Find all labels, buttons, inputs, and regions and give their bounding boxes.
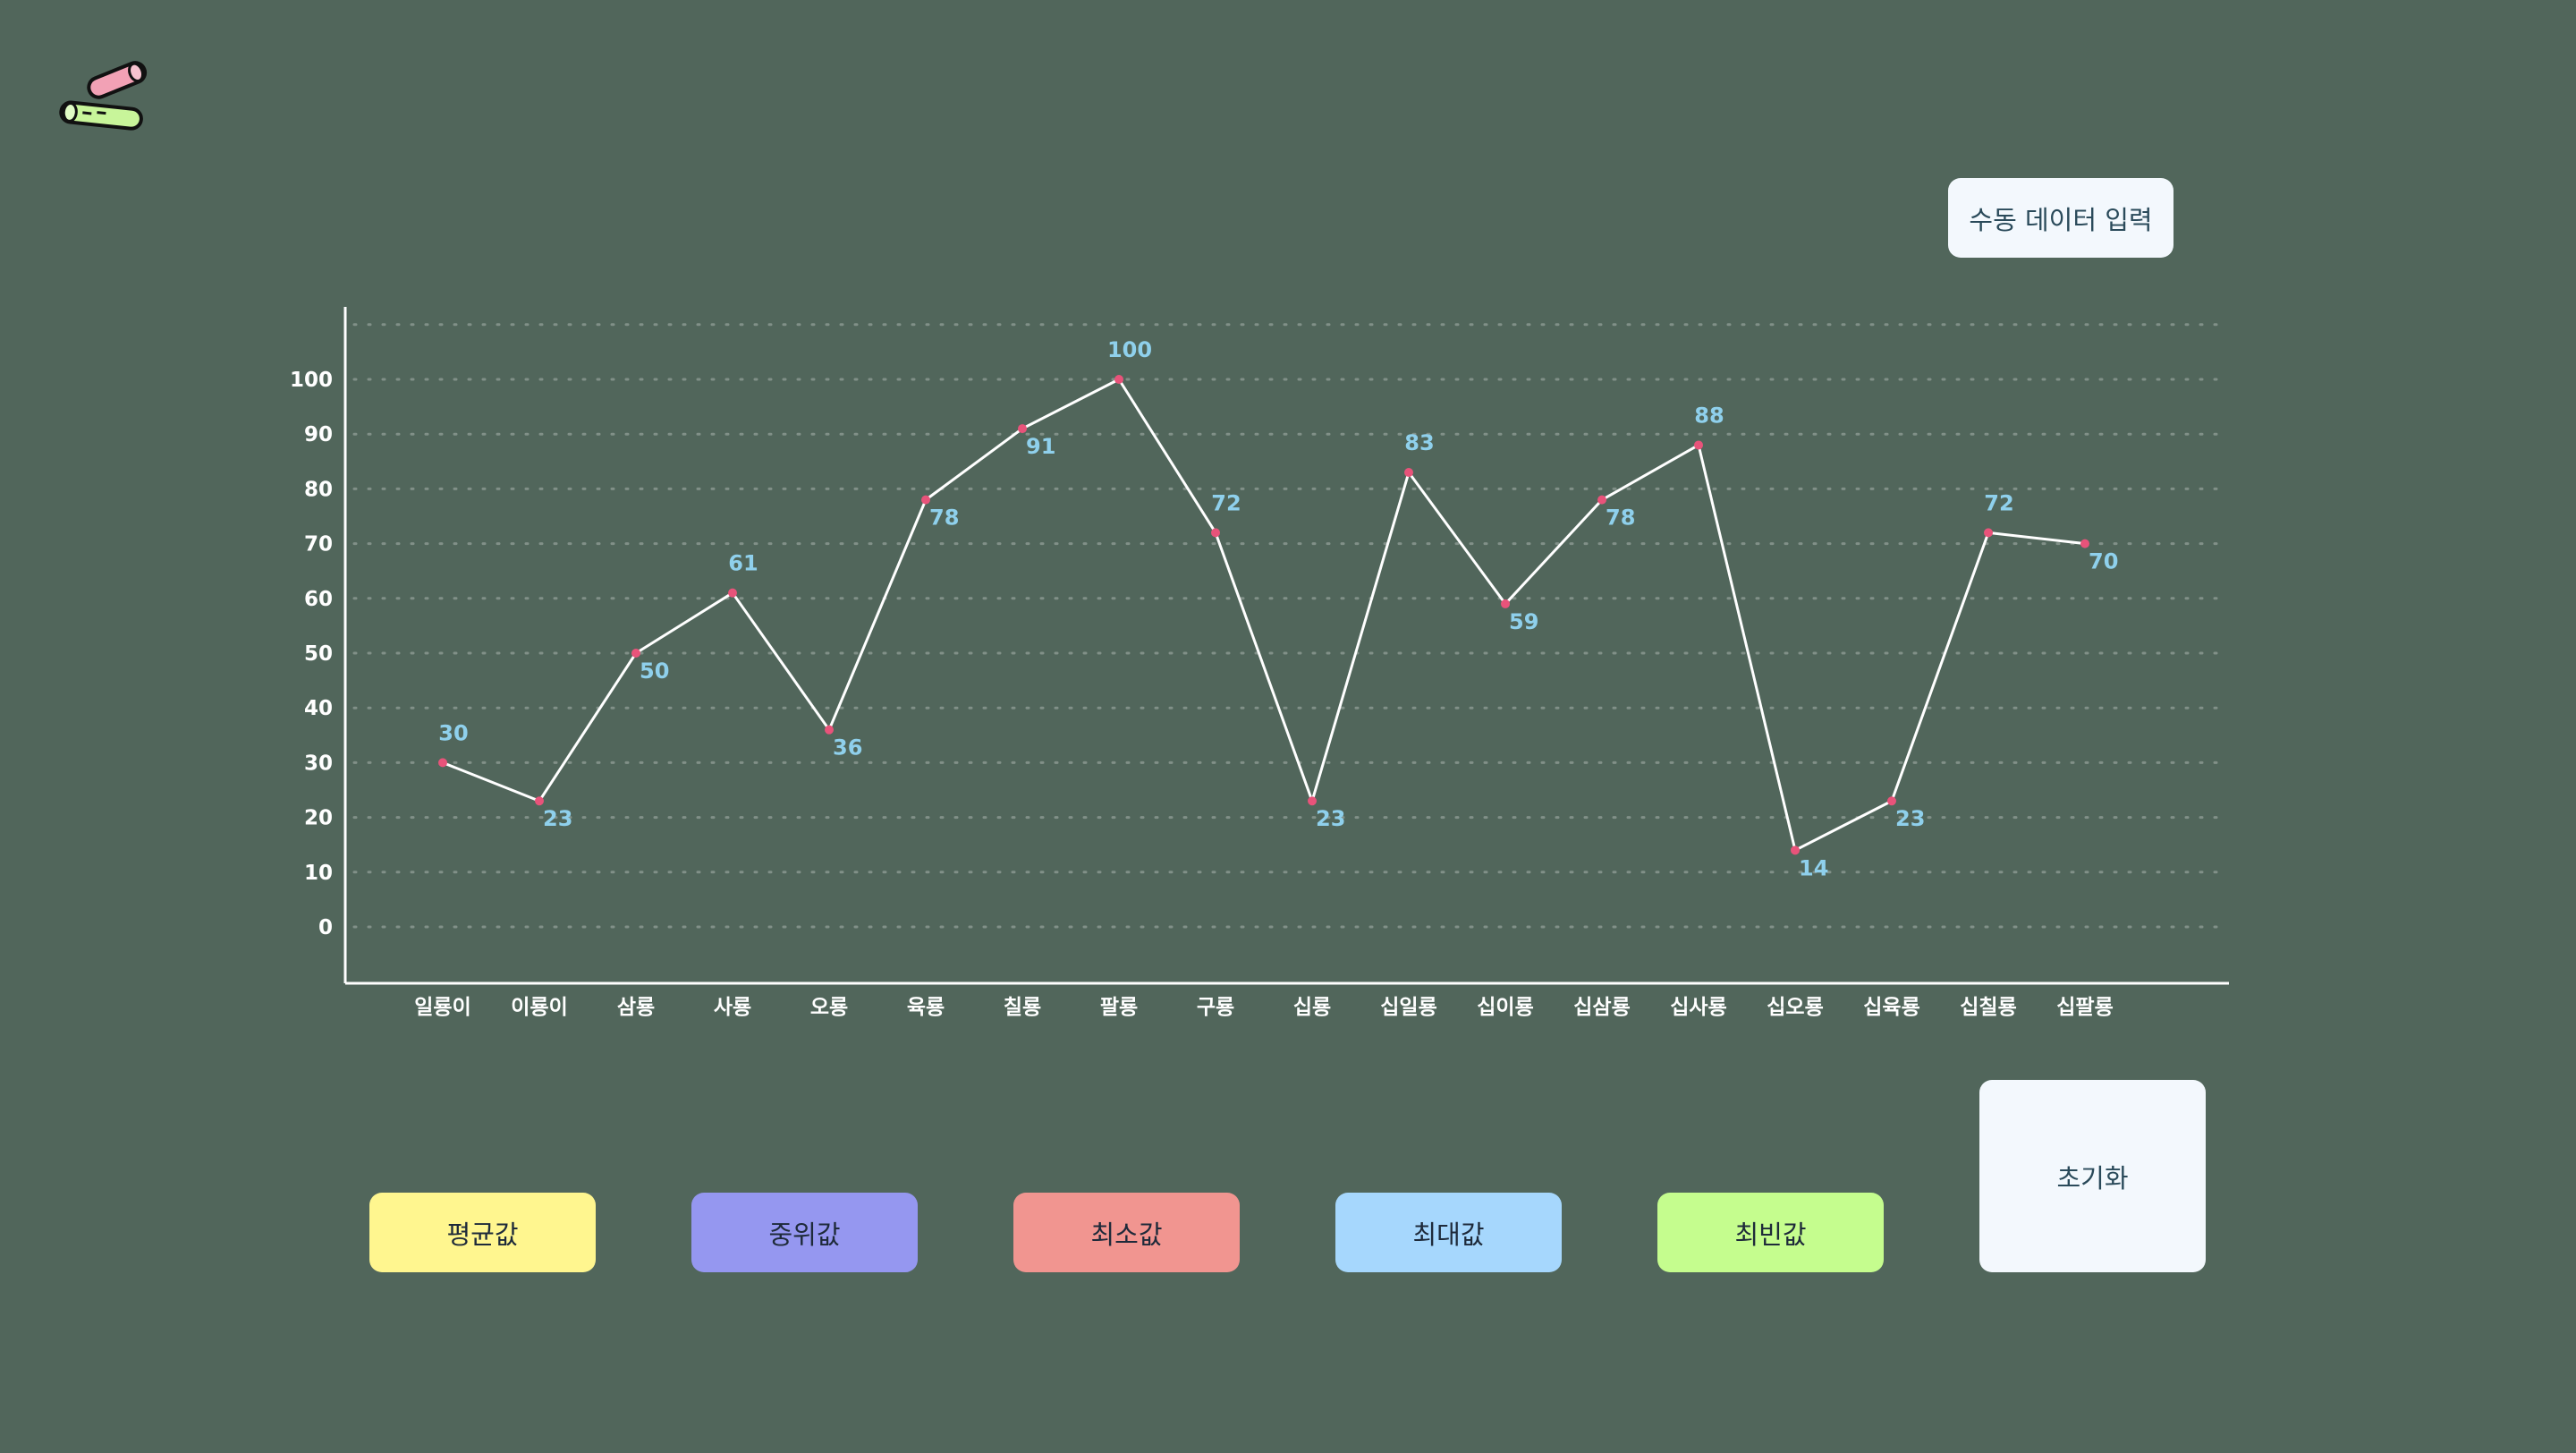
min-button[interactable]: 최소값 (1013, 1193, 1240, 1272)
data-label: 83 (1404, 430, 1434, 455)
data-point[interactable] (825, 725, 834, 735)
mean-button[interactable]: 평균값 (369, 1193, 596, 1272)
y-tick-label: 100 (290, 369, 333, 392)
x-tick-label: 육룡 (907, 996, 945, 1019)
data-point[interactable] (1887, 796, 1896, 806)
data-label: 100 (1107, 337, 1152, 362)
chart-axes (343, 307, 2229, 985)
x-axis-ticks: 일룡이 이룡이 삼룡 사룡 오룡 육룡 칠룡 팔룡 구룡 십룡 십일룡 십이룡 십삼룡 십사룡 십오룡 십육룡… (414, 996, 2113, 1019)
x-tick-label: 십일룡 (1380, 996, 1436, 1019)
data-point[interactable] (1694, 440, 1703, 450)
data-label: 91 (1026, 434, 1055, 459)
x-tick-label: 일룡이 (414, 996, 470, 1019)
manual-data-input-button[interactable]: 수동 데이터 입력 (1948, 178, 2174, 258)
y-tick-label: 30 (304, 752, 333, 775)
max-button[interactable]: 최대값 (1335, 1193, 1562, 1272)
chalk-icon (59, 61, 148, 131)
data-point[interactable] (1984, 528, 1993, 538)
x-tick-label: 십사룡 (1670, 996, 1726, 1019)
x-tick-label: 구룡 (1197, 996, 1234, 1019)
data-label: 72 (1984, 490, 2013, 515)
data-label: 78 (1606, 506, 1635, 531)
data-point[interactable] (1114, 375, 1123, 384)
x-tick-label: 팔룡 (1100, 996, 1138, 1019)
data-point[interactable] (1597, 495, 1606, 505)
data-point[interactable] (1404, 468, 1413, 478)
chart-grid (352, 323, 2231, 929)
data-label: 72 (1211, 490, 1241, 515)
x-tick-label: 십이룡 (1477, 996, 1533, 1019)
data-points (438, 375, 2089, 855)
median-button[interactable]: 중위값 (691, 1193, 918, 1272)
x-tick-label: 십오룡 (1767, 996, 1823, 1019)
y-tick-label: 50 (304, 642, 333, 666)
data-label: 14 (1799, 855, 1828, 880)
x-tick-label: 십팔룡 (2056, 996, 2113, 1019)
x-tick-label: 십육룡 (1863, 996, 1919, 1019)
data-label: 23 (1316, 806, 1345, 831)
data-label: 70 (2089, 549, 2118, 574)
data-label: 50 (640, 659, 669, 684)
y-axis-ticks: 0 10 20 30 40 50 60 70 80 90 100 (290, 369, 333, 939)
x-tick-label: 사룡 (714, 996, 751, 1019)
x-tick-label: 십룡 (1293, 996, 1331, 1019)
x-tick-label: 이룡이 (511, 996, 567, 1019)
x-tick-label: 칠룡 (1004, 996, 1041, 1019)
reset-button[interactable]: 초기화 (1979, 1080, 2206, 1272)
data-point[interactable] (1501, 599, 1510, 608)
data-point[interactable] (728, 588, 737, 598)
data-label: 23 (543, 806, 572, 831)
data-label: 78 (929, 506, 959, 531)
series-polyline (442, 378, 2086, 852)
x-tick-label: 십삼룡 (1573, 996, 1630, 1019)
y-tick-label: 70 (304, 533, 333, 557)
data-label: 61 (728, 551, 758, 576)
data-point[interactable] (1018, 424, 1027, 434)
x-tick-label: 삼룡 (617, 996, 655, 1019)
data-point[interactable] (1211, 528, 1220, 538)
y-tick-label: 10 (304, 862, 333, 885)
data-label: 36 (833, 735, 862, 760)
x-tick-label: 십칠룡 (1960, 996, 2016, 1019)
mode-button[interactable]: 최빈값 (1657, 1193, 1884, 1272)
y-tick-label: 20 (304, 807, 333, 830)
y-tick-label: 0 (318, 916, 333, 939)
data-label: 59 (1509, 609, 1538, 634)
y-tick-label: 90 (304, 423, 333, 446)
data-point[interactable] (1308, 796, 1317, 806)
series-line (442, 378, 2086, 852)
y-tick-label: 80 (304, 478, 333, 501)
data-labels: 30 23 50 61 36 78 91 100 72 23 83 59 78 88 14 23 72 70 (438, 337, 2118, 880)
data-point[interactable] (1791, 845, 1800, 855)
data-label: 88 (1694, 403, 1724, 428)
y-tick-label: 40 (304, 697, 333, 720)
data-label: 23 (1895, 806, 1925, 831)
data-point[interactable] (2080, 539, 2089, 548)
data-point[interactable] (535, 796, 544, 806)
x-tick-label: 오룡 (810, 996, 848, 1019)
data-point[interactable] (438, 758, 447, 768)
data-label: 30 (438, 720, 468, 745)
data-point[interactable] (631, 649, 640, 658)
data-point[interactable] (921, 495, 930, 505)
y-tick-label: 60 (304, 588, 333, 611)
